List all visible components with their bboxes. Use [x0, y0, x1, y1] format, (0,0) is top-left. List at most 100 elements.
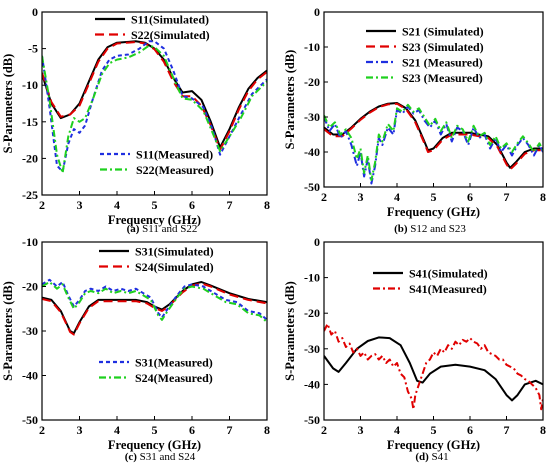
y-tick-label: -40: [304, 377, 320, 391]
y-tick-label: -50: [22, 413, 38, 427]
x-tick-label: 2: [39, 423, 45, 437]
legend-entry: S23 (Measured): [402, 71, 483, 85]
legend: S41(Simulated)S41(Measured): [373, 267, 488, 296]
x-tick-label: 5: [152, 198, 158, 212]
y-tick-label: -20: [22, 151, 38, 165]
series-line-3: [324, 105, 543, 185]
x-tick-label: 7: [504, 423, 510, 437]
y-tick-label: -10: [304, 40, 320, 54]
caption-text: S41: [429, 451, 449, 463]
chart-panel-4: 2 3 4 5 6 7 8 0 -10 -20 -30 -40 -50 Frequency (GHz) S-…: [283, 235, 546, 463]
x-tick-label: 5: [152, 423, 158, 437]
x-axis-label: Frequency (GHz): [387, 205, 480, 219]
y-tick-label: -30: [304, 110, 320, 124]
series-line-3: [42, 278, 267, 321]
legend-entry: S22(Simulated): [131, 28, 210, 42]
x-tick-label: 2: [39, 198, 45, 212]
y-tick-label: -20: [304, 75, 320, 89]
x-tick-label: 3: [358, 190, 364, 204]
legend-entry: S31(Measured): [135, 356, 213, 370]
series-line-2: [324, 322, 543, 411]
y-axis-label: S-Parameters (dB): [1, 281, 15, 381]
legend-entry: S41(Measured): [409, 282, 487, 296]
x-tick-label: 3: [77, 198, 83, 212]
legend-entry: S23 (Simulated): [402, 40, 484, 54]
series-line-1: [324, 336, 543, 402]
x-tick-label: 4: [394, 423, 400, 437]
y-tick-label: -50: [304, 180, 320, 194]
series-line-4: [42, 44, 267, 174]
chart-panel-3: 2 3 4 5 6 7 8 -10 -20 -30 -40 -50 Frequency (GHz) S-P…: [1, 235, 270, 463]
series-line-1: [324, 102, 543, 169]
y-tick-label: -40: [22, 369, 38, 383]
y-tick-label: -50: [304, 413, 320, 427]
legend-entry: S24(Measured): [135, 371, 213, 385]
y-tick-label: -5: [28, 42, 38, 56]
panel-caption: (d) S41: [415, 451, 448, 463]
x-tick-label: 4: [394, 190, 400, 204]
y-tick-label: -15: [22, 115, 38, 129]
y-tick-label: -10: [22, 235, 38, 249]
y-tick-label: -20: [22, 280, 38, 294]
caption-letter: (a): [127, 223, 140, 235]
panel-caption: (b) S12 and S23: [394, 223, 466, 235]
legend: S21 (Simulated)S23 (Simulated) S21 (Measu…: [366, 25, 484, 85]
y-axis-label: S-Parameters (dB): [283, 50, 297, 150]
legend-entry: S21 (Measured): [402, 56, 483, 70]
x-tick-label: 3: [77, 423, 83, 437]
y-tick-label: -10: [22, 78, 38, 92]
legend-entry: S11(Measured): [136, 148, 213, 162]
x-tick-label: 3: [358, 423, 364, 437]
legend-entry: S11(Simulated): [131, 13, 209, 27]
x-tick-label: 7: [227, 423, 233, 437]
legend-entry: S21 (Simulated): [402, 25, 484, 39]
y-tick-label: -20: [304, 306, 320, 320]
series-line-4: [324, 103, 543, 181]
legend: S31(Simulated)S24(Simulated): [99, 245, 214, 274]
y-tick-label: -25: [22, 188, 38, 202]
x-tick-label: 6: [189, 198, 195, 212]
x-tick-label: 2: [321, 423, 327, 437]
y-axis-label: S-Parameters (dB): [283, 281, 297, 381]
series-line-4: [42, 281, 267, 323]
y-tick-label: 0: [314, 5, 320, 19]
caption-letter: (d): [415, 451, 429, 463]
x-axis-label: Frequency (GHz): [108, 213, 201, 227]
x-tick-label: 6: [467, 190, 473, 204]
chart-panel-2: 2 3 4 5 6 7 8 0 -10 -20 -30 -40 -50 Frequency (GHz) S-…: [283, 5, 546, 235]
y-tick-label: -30: [22, 324, 38, 338]
y-tick-label: -40: [304, 145, 320, 159]
x-tick-label: 4: [114, 423, 120, 437]
panel-caption: (c) S31 and S24: [125, 451, 196, 463]
x-tick-label: 8: [264, 423, 270, 437]
x-tick-label: 4: [114, 198, 120, 212]
series-line-2: [42, 282, 267, 336]
y-tick-label: 0: [32, 5, 38, 19]
x-axis-label: Frequency (GHz): [108, 438, 201, 452]
caption-text: S12 and S23: [408, 223, 467, 235]
x-tick-label: 7: [227, 198, 233, 212]
legend-entry: S31(Simulated): [135, 245, 214, 259]
x-axis-label: Frequency (GHz): [387, 438, 480, 452]
legend: S11(Measured)S22(Measured): [100, 148, 214, 177]
caption-letter: (b): [394, 223, 408, 235]
x-tick-label: 8: [540, 423, 546, 437]
x-tick-label: 5: [431, 423, 437, 437]
legend-entry: S41(Simulated): [409, 267, 488, 281]
caption-text: S11 and S22: [139, 223, 197, 235]
x-tick-label: 5: [431, 190, 437, 204]
x-tick-label: 8: [540, 190, 546, 204]
y-tick-label: -10: [304, 271, 320, 285]
legend: S11(Simulated)S22(Simulated): [95, 13, 210, 42]
series-line-2: [324, 102, 543, 171]
x-tick-label: 6: [467, 423, 473, 437]
x-tick-label: 2: [321, 190, 327, 204]
legend-entry: S24(Simulated): [135, 260, 214, 274]
legend-entry: S22(Measured): [136, 163, 214, 177]
x-tick-label: 7: [504, 190, 510, 204]
caption-text: S31 and S24: [137, 451, 196, 463]
caption-letter: (c): [125, 451, 138, 463]
x-tick-label: 8: [264, 198, 270, 212]
legend: S31(Measured)S24(Measured): [99, 356, 213, 385]
